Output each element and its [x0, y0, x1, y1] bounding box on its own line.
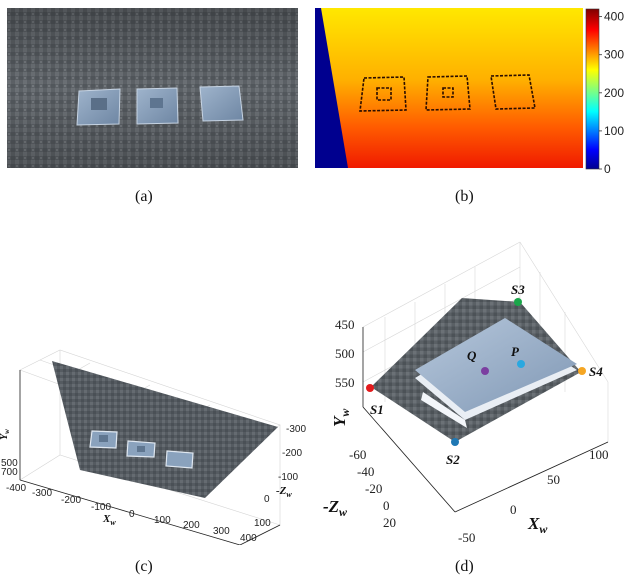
panel-b-depthmap: 400 300 200 100 0 — [310, 4, 628, 180]
zoomed-3d-svg: 450 500 550 Yw -60 -40 -20 0 20 -Zw -50 … — [323, 241, 609, 545]
invalid-region — [315, 8, 348, 168]
plate-3d-block — [415, 318, 577, 428]
x-tick: 0 — [129, 509, 135, 520]
x-axis-label: Xw — [527, 514, 548, 536]
floor-surface — [52, 361, 278, 498]
x-tick: -300 — [32, 488, 52, 499]
caption-b: (b) — [455, 188, 474, 205]
panel-c-pointcloud: -400 -300 -200 -100 0 100 200 300 400 Xw… — [0, 330, 310, 546]
caption-c: (c) — [135, 558, 153, 575]
plates-3d — [89, 430, 194, 469]
point-s1-label: S1 — [370, 402, 384, 417]
z-tick: -60 — [349, 447, 366, 462]
plate-1 — [76, 88, 121, 126]
x-tick: -200 — [61, 495, 81, 506]
x-axis-label: Xw — [102, 513, 116, 527]
y-axis-label: Yw — [0, 429, 11, 440]
colorbar-tick-label: 200 — [604, 86, 624, 100]
colorbar-tick-label: 400 — [604, 10, 624, 24]
colorbar-ticks: 400 300 200 100 0 — [599, 10, 624, 176]
z-tick: 100 — [254, 518, 271, 529]
plate-edges — [359, 74, 536, 112]
x-tick: 50 — [547, 472, 560, 487]
z-tick: -20 — [365, 481, 382, 496]
point-q-label: Q — [467, 348, 477, 363]
colorbar-tick-label: 300 — [604, 48, 624, 62]
point-s4 — [578, 367, 586, 375]
z-tick: -40 — [357, 464, 374, 479]
caption-a: (a) — [135, 188, 153, 205]
panel-a-photo — [7, 8, 298, 168]
x-tick: 300 — [213, 526, 230, 537]
x-tick: 100 — [154, 515, 171, 526]
x-tick: 200 — [183, 520, 200, 531]
point-q — [481, 367, 489, 375]
z-tick: 0 — [264, 494, 270, 505]
z-tick: 20 — [383, 515, 396, 530]
point-s3 — [514, 298, 522, 306]
x-tick: -100 — [91, 502, 111, 513]
x-tick: 0 — [510, 502, 517, 517]
y-tick: 550 — [335, 375, 355, 390]
point-s2 — [451, 438, 459, 446]
axes-c — [19, 370, 281, 546]
caption-d: (d) — [455, 558, 474, 575]
x-tick: -400 — [6, 483, 26, 494]
z-tick: -100 — [278, 472, 298, 483]
y-tick: 450 — [335, 317, 355, 332]
x-tick: 400 — [240, 533, 257, 544]
point-p-label: P — [511, 344, 520, 359]
plate-2 — [136, 87, 179, 125]
point-p — [517, 360, 525, 368]
colorbar-tick-label: 100 — [604, 124, 624, 138]
z-tick: -300 — [286, 424, 306, 435]
plate-3 — [199, 85, 244, 122]
z-axis-label: -Zw — [276, 485, 292, 499]
z-axis-label: -Zw — [323, 497, 348, 519]
colorbar-tick-label: 0 — [604, 162, 611, 176]
y-tick: 500 — [335, 346, 355, 361]
colorbar — [585, 8, 600, 170]
carpet-photo — [7, 8, 298, 168]
panel-d-zoomed-3d: 450 500 550 Yw -60 -40 -20 0 20 -Zw -50 … — [315, 232, 628, 552]
point-s1 — [366, 384, 374, 392]
z-tick: -200 — [282, 448, 302, 459]
z-tick: 0 — [383, 498, 390, 513]
x-tick: -50 — [458, 530, 475, 545]
point-s4-label: S4 — [589, 364, 603, 379]
point-s2-label: S2 — [446, 452, 460, 467]
pointcloud-svg: -400 -300 -200 -100 0 100 200 300 400 Xw… — [0, 349, 306, 546]
y-tick: 500 — [1, 458, 18, 469]
y-axis-label: Yw — [330, 408, 352, 427]
depth-map-svg: 400 300 200 100 0 — [315, 8, 624, 176]
y-tick: 700 — [1, 467, 18, 478]
x-tick: 100 — [589, 447, 609, 462]
point-s3-label: S3 — [511, 282, 525, 297]
axes-d — [362, 327, 609, 513]
